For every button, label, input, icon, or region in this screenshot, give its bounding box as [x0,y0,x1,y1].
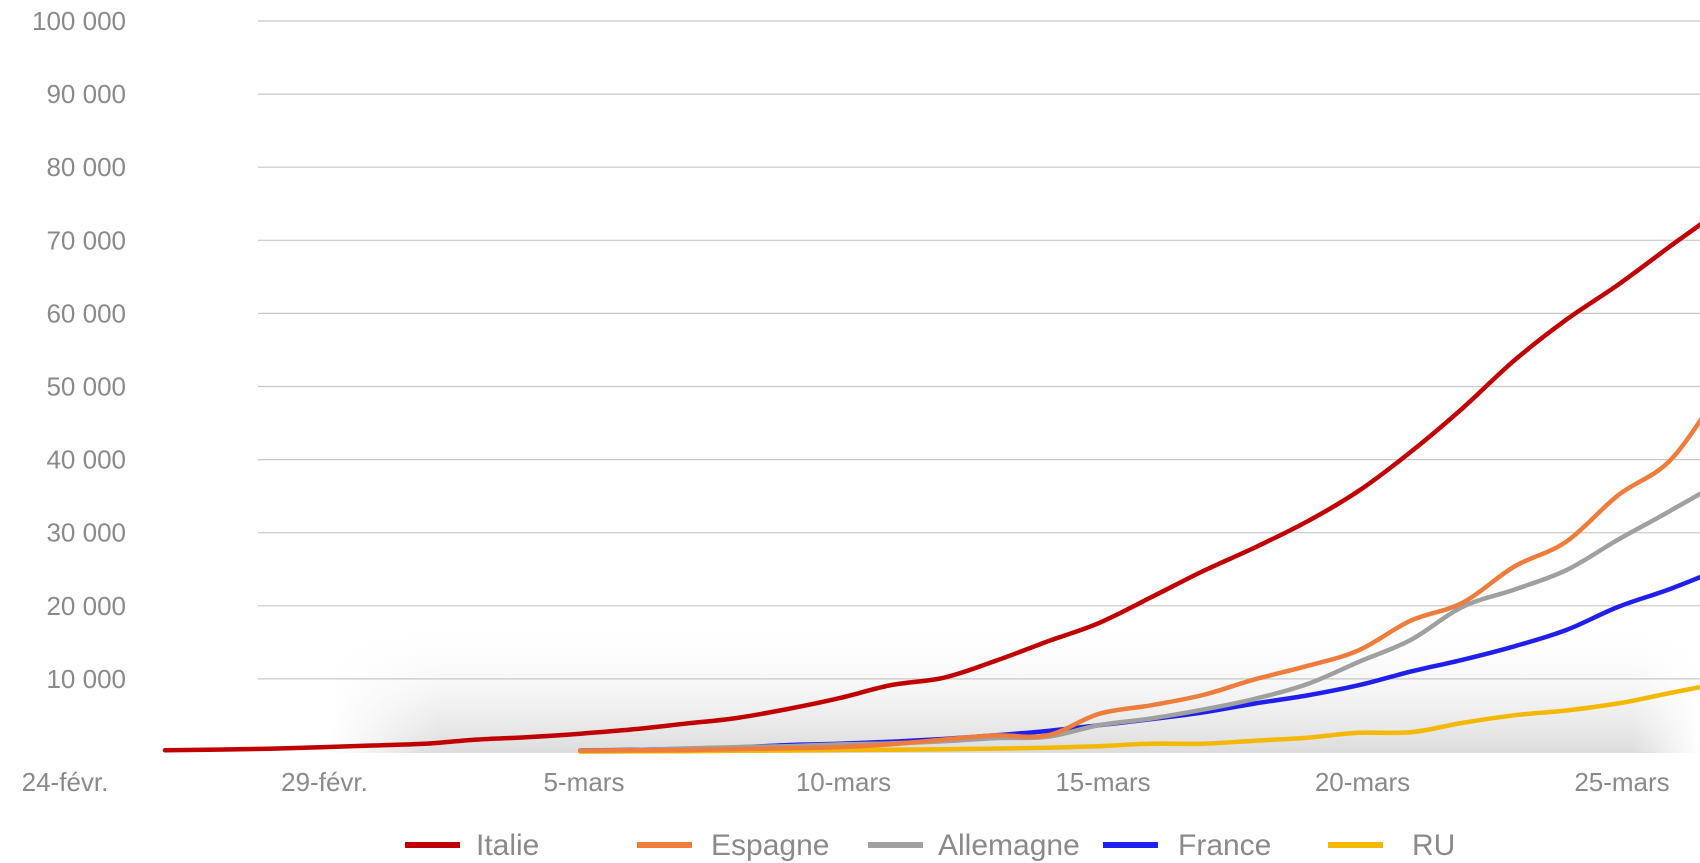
series-lines [162,222,1700,754]
y-tick-label: 10 000 [46,664,126,694]
x-tick-label: 15-mars [1055,767,1150,797]
y-tick-label: 20 000 [46,591,126,621]
legend-label-italie: Italie [476,829,539,862]
y-tick-label: 80 000 [46,152,126,182]
x-tick-label: 24-févr. [22,767,109,797]
legend-label-allemagne: Allemagne [938,829,1080,862]
x-tick-label: 20-mars [1315,767,1410,797]
y-tick-label: 50 000 [46,372,126,402]
series-line-italie [162,222,1700,753]
gridlines [258,20,1700,680]
series-line-espagne [577,417,1700,754]
y-tick-label: 30 000 [46,518,126,548]
y-tick-label: 100 000 [32,6,126,36]
legend: Italie Espagne Allemagne France RU [405,829,1455,862]
x-tick-label: 29-févr. [281,767,368,797]
x-axis-tick-labels: 24-févr. 29-févr. 5-mars 10-mars 15-mars 20-m… [22,767,1670,797]
y-axis-tick-labels: 10 000 20 000 30 000 40 000 50 000 60 000 70 0… [32,6,126,694]
y-tick-label: 70 000 [46,225,126,255]
y-tick-label: 40 000 [46,445,126,475]
x-tick-label: 10-mars [796,767,891,797]
legend-label-espagne: Espagne [711,829,829,862]
y-tick-label: 60 000 [46,298,126,328]
x-tick-label: 25-mars [1574,767,1669,797]
y-tick-label: 90 000 [46,79,126,109]
legend-label-ru: RU [1412,829,1455,862]
legend-label-france: France [1178,829,1271,862]
bottom-shade [330,620,1700,753]
x-tick-label: 5-mars [544,767,625,797]
